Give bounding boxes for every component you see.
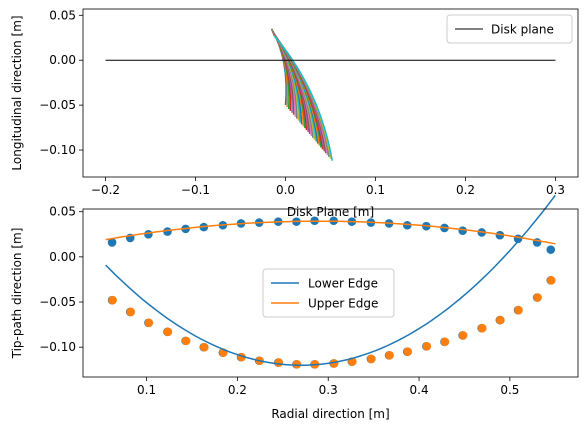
- lower-edge-point-overlay: [496, 315, 505, 325]
- y-tick-label: −0.10: [39, 340, 76, 354]
- x-tick-label: −0.1: [181, 183, 210, 197]
- x-tick-label: 0.3: [546, 183, 565, 197]
- lower-edge-fit-line: [105, 194, 556, 367]
- lower-edge-point-overlay: [422, 341, 432, 351]
- plot-frame: [82, 208, 579, 378]
- upper-edge-point: [402, 220, 412, 230]
- lower-edge-point-overlay: [108, 295, 117, 305]
- upper-edge-point: [495, 230, 505, 240]
- y-ticks: 0.05 0.00 −0.05 −0.10: [39, 8, 83, 157]
- lower-edge-point-overlay: [144, 318, 154, 328]
- y-tick-label: 0.05: [49, 8, 76, 22]
- lower-edge-point-overlay: [126, 307, 136, 317]
- upper-edge-point: [144, 229, 153, 239]
- lower-edge-point-overlay: [546, 276, 556, 285]
- lower-edge-point-overlay: [367, 354, 376, 364]
- data-points: [107, 216, 556, 369]
- lower-edge-point-overlay: [533, 293, 542, 302]
- lower-edge-point-overlay: [403, 347, 413, 357]
- x-tick-label: 0.1: [366, 183, 385, 197]
- lower-edge-point-overlay: [477, 323, 487, 333]
- lower-edge-point-overlay: [440, 337, 450, 347]
- blade-section-lines: [270, 28, 334, 161]
- legend-label-lower-edge: Lower Edge: [308, 277, 378, 291]
- lower-edge-point-overlay: [274, 358, 284, 367]
- y-tick-label: −0.05: [39, 295, 76, 309]
- upper-edge-fit-line: [105, 220, 556, 245]
- upper-edge-point: [546, 245, 556, 254]
- upper-edge-point: [163, 227, 172, 236]
- upper-edge-point: [458, 226, 467, 235]
- legend-label-upper-edge: Upper Edge: [308, 297, 378, 311]
- y-tick-label: 0.05: [49, 205, 76, 219]
- tip-path-panel: 0.1 0.2 0.3 0.4 0.5 0.05 0.00 −0.05 −0.10 Radia…: [10, 194, 579, 421]
- lower-edge-point-overlay: [385, 351, 394, 360]
- y-tick-label: −0.10: [39, 143, 76, 157]
- legend: Lower Edge Upper Edge: [262, 268, 395, 318]
- blade-section-line: [273, 35, 334, 161]
- x-tick-label: 0.1: [137, 383, 156, 397]
- lower-edge-point-overlay: [181, 336, 191, 346]
- x-ticks: 0.1 0.2 0.3 0.4 0.5: [137, 377, 519, 397]
- x-tick-label: 0.2: [456, 183, 475, 197]
- plot-frame: [82, 8, 579, 178]
- x-axis-label: Disk Plane [m]: [287, 205, 374, 219]
- x-tick-label: 0.5: [500, 383, 519, 397]
- x-tick-label: −0.2: [91, 183, 120, 197]
- x-tick-label: 0.3: [319, 383, 338, 397]
- lower-edge-point-overlay: [163, 327, 173, 337]
- y-tick-label: 0.00: [49, 250, 76, 264]
- y-tick-label: 0.00: [49, 53, 76, 67]
- x-tick-label: 0.0: [276, 183, 295, 197]
- lower-edge-point-overlay: [292, 360, 302, 369]
- lower-edge-point-overlay: [199, 342, 209, 352]
- upper-edge-point: [107, 238, 117, 247]
- x-axis-label: Radial direction [m]: [271, 407, 389, 421]
- x-tick-label: 0.2: [228, 383, 247, 397]
- x-tick-label: 0.4: [410, 383, 429, 397]
- lower-edge-point-overlay: [458, 331, 468, 340]
- x-ticks: −0.2 −0.1 0.0 0.1 0.2 0.3: [91, 177, 565, 197]
- y-tick-label: −0.05: [39, 98, 76, 112]
- legend-label-disk-plane: Disk plane: [491, 23, 554, 37]
- y-ticks: 0.05 0.00 −0.05 −0.10: [39, 205, 83, 354]
- y-axis-label: Tip-path direction [m]: [10, 228, 24, 360]
- disk-plane-panel: −0.2 −0.1 0.0 0.1 0.2 0.3 0.050.00−0.05−0.10 …: [10, 8, 579, 219]
- y-axis-label: Longitudinal direction [m]: [10, 15, 24, 170]
- lower-edge-point-overlay: [514, 305, 523, 315]
- legend: Disk plane: [446, 14, 573, 44]
